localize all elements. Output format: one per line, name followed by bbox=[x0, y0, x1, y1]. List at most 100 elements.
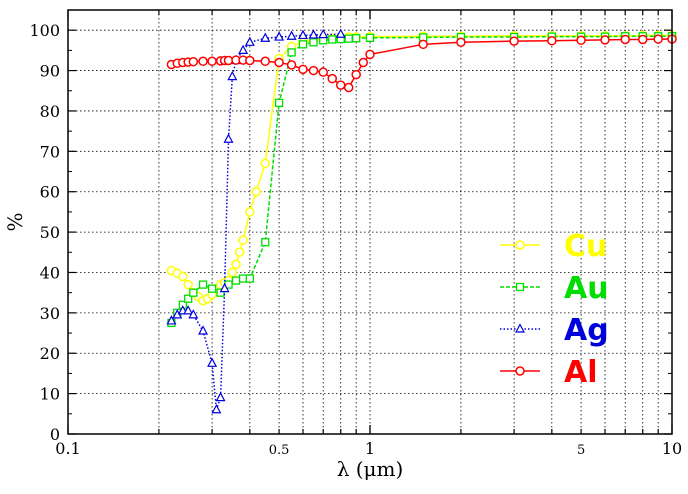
legend-item-ag: Ag bbox=[500, 313, 609, 348]
data-point-ag bbox=[318, 28, 329, 39]
data-point-au bbox=[344, 34, 353, 43]
data-point-al bbox=[207, 56, 217, 67]
x-axis-label: λ (μm) bbox=[337, 457, 404, 481]
legend-label-al: Al bbox=[564, 355, 598, 390]
data-point-au bbox=[274, 98, 284, 108]
data-point-al bbox=[418, 39, 428, 50]
data-point-cu bbox=[227, 267, 238, 278]
series-al bbox=[166, 34, 677, 93]
data-point-al bbox=[327, 73, 338, 84]
data-point-au bbox=[184, 294, 193, 303]
data-point-al bbox=[620, 34, 630, 45]
data-point-al bbox=[335, 80, 346, 90]
data-point-cu bbox=[238, 235, 248, 245]
data-point-al bbox=[358, 57, 369, 68]
data-point-au bbox=[207, 284, 217, 293]
y-tick-label: 100 bbox=[29, 21, 60, 40]
x-tick-label: 0.5 bbox=[269, 443, 290, 458]
y-tick-label: 80 bbox=[40, 102, 60, 121]
data-point-al bbox=[637, 34, 648, 45]
y-tick-label: 20 bbox=[40, 344, 60, 363]
data-point-cu bbox=[234, 247, 245, 258]
y-tick-label: 50 bbox=[40, 223, 60, 242]
legend-marker-cu bbox=[515, 240, 525, 250]
data-point-ag bbox=[274, 31, 285, 41]
data-point-au bbox=[352, 34, 361, 43]
data-point-al bbox=[274, 57, 284, 68]
data-point-al bbox=[188, 56, 199, 67]
y-tick-label: 10 bbox=[40, 385, 60, 404]
y-tick-label: 60 bbox=[40, 183, 60, 202]
data-point-cu bbox=[260, 158, 271, 169]
data-point-ag bbox=[198, 325, 209, 335]
data-point-ag bbox=[227, 70, 238, 81]
data-point-au bbox=[238, 274, 248, 283]
x-tick-label: 10 bbox=[662, 439, 682, 458]
legend-label-ag: Ag bbox=[564, 313, 609, 348]
data-point-au bbox=[328, 35, 337, 44]
data-point-cu bbox=[231, 259, 241, 270]
data-point-cu bbox=[251, 186, 261, 197]
legend-item-cu: Cu bbox=[500, 229, 607, 264]
data-point-cu bbox=[245, 207, 255, 217]
legend-item-al: Al bbox=[500, 355, 598, 390]
data-point-au bbox=[189, 288, 198, 297]
data-point-ag bbox=[308, 29, 319, 39]
data-point-au bbox=[231, 276, 241, 285]
legend-label-au: Au bbox=[564, 271, 609, 306]
data-point-ag bbox=[238, 44, 249, 54]
y-tick-label: 30 bbox=[40, 304, 60, 323]
series-ag bbox=[166, 28, 346, 414]
data-point-al bbox=[351, 69, 361, 80]
data-point-au bbox=[216, 288, 225, 297]
data-point-al bbox=[260, 56, 271, 67]
data-point-ag bbox=[215, 391, 226, 402]
data-point-au bbox=[245, 274, 254, 283]
data-point-al bbox=[509, 36, 519, 46]
data-point-al bbox=[198, 56, 208, 67]
y-tick-label: 90 bbox=[40, 62, 60, 81]
data-point-al bbox=[318, 67, 328, 77]
data-point-cu bbox=[178, 271, 188, 282]
legend-item-au: Au bbox=[500, 271, 609, 306]
data-point-cu bbox=[183, 279, 193, 290]
legend-marker-al bbox=[515, 366, 525, 376]
data-point-au bbox=[365, 33, 375, 43]
data-point-ag bbox=[286, 30, 297, 40]
data-point-al bbox=[286, 60, 297, 70]
y-tick-label: 40 bbox=[40, 263, 60, 282]
data-point-al bbox=[245, 55, 255, 66]
data-point-ag bbox=[244, 36, 255, 46]
x-tick-label: 1 bbox=[365, 439, 375, 458]
data-point-ag bbox=[335, 28, 346, 38]
y-tick-label: 0 bbox=[50, 425, 60, 444]
y-axis-label: % bbox=[3, 212, 27, 231]
data-point-ag bbox=[166, 315, 177, 325]
data-point-ag bbox=[183, 305, 194, 315]
data-point-ag bbox=[219, 282, 230, 293]
data-point-au bbox=[298, 40, 308, 49]
x-tick-label: 5 bbox=[577, 443, 585, 458]
data-point-ag bbox=[211, 403, 222, 414]
series-layer bbox=[166, 28, 677, 414]
data-point-au bbox=[198, 280, 208, 289]
legend-marker-au bbox=[515, 282, 525, 292]
data-point-al bbox=[308, 65, 319, 76]
y-tick-label: 70 bbox=[40, 142, 60, 161]
x-tick-label: 0.1 bbox=[55, 439, 80, 458]
data-point-al bbox=[600, 35, 610, 45]
data-point-al bbox=[365, 49, 375, 60]
data-point-al bbox=[343, 82, 354, 93]
data-point-au bbox=[287, 48, 296, 57]
data-point-ag bbox=[223, 133, 234, 143]
data-point-ag bbox=[260, 32, 271, 42]
legend-marker-ag bbox=[515, 323, 525, 333]
legend-label-cu: Cu bbox=[564, 229, 607, 264]
data-point-ag bbox=[188, 309, 199, 319]
data-point-al bbox=[298, 64, 308, 75]
data-point-al bbox=[456, 37, 466, 48]
legend: Cu Au Ag Al bbox=[500, 229, 609, 390]
